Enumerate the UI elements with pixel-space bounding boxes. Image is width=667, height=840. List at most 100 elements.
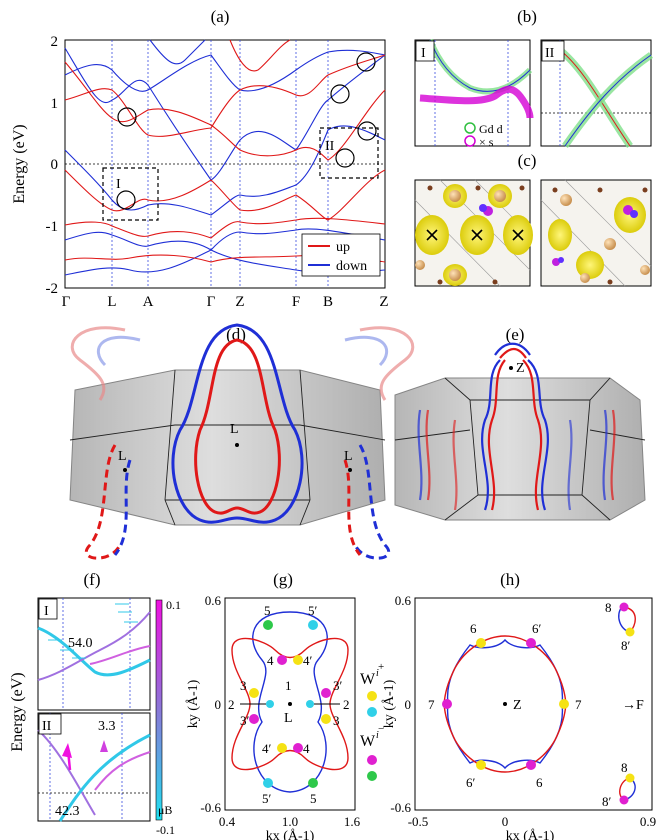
weyl-label: 6 <box>470 621 477 636</box>
ytick: 1 <box>51 96 59 112</box>
band-up <box>229 39 291 72</box>
ytick: -0.6 <box>390 800 411 815</box>
band-plot-a: I II up down 2 1 0 -1 -2 Energy (eV) Γ L… <box>11 34 389 310</box>
panel-label-c: (c) <box>518 151 537 170</box>
weyl-plot-g: 5 5′ 4 4′ 3 3′ 1 2 2 3′ 3 4′ 4 5′ 5 L 0.… <box>185 593 361 840</box>
weyl-label: 3 <box>240 678 247 693</box>
xtick: 1.0 <box>282 814 298 829</box>
legend-down-label: down <box>336 259 367 274</box>
legend-w-plus: W <box>360 671 376 688</box>
crossing-marker <box>117 107 137 127</box>
colorbar: 0.1 -0.1 μB <box>155 598 181 837</box>
weyl-label: 7 <box>428 697 435 712</box>
ytick: -0.6 <box>200 800 221 815</box>
colorbar-max: 0.1 <box>166 598 181 612</box>
kpoint-label: Γ <box>62 294 71 310</box>
xtick: 0 <box>502 814 509 829</box>
ytick: 0 <box>215 697 222 712</box>
bz-solid <box>69 369 386 526</box>
svg-text:+: + <box>378 661 384 673</box>
g-center-label: L <box>284 711 293 726</box>
charge-density-right <box>540 179 652 287</box>
f-y-axis-label: Energy (eV) <box>9 672 26 751</box>
zoom-label-II: II <box>545 46 555 61</box>
weyl-label: 4′ <box>303 653 313 668</box>
band-down <box>64 125 386 216</box>
weyl-points <box>249 620 331 788</box>
ytick: -1 <box>46 219 59 235</box>
colorbar-unit: μB <box>158 803 172 817</box>
weyl-label: 4 <box>303 741 310 756</box>
panel-label-g: (g) <box>273 570 293 589</box>
band-zoom-I: I Gd d × s <box>414 38 534 149</box>
kpoint-label: B <box>323 294 333 310</box>
legend-box <box>301 233 381 277</box>
svg-text:−: − <box>378 723 384 735</box>
svg-text:i: i <box>376 730 379 741</box>
band-down <box>149 39 206 65</box>
weyl-label: 6 <box>536 775 543 790</box>
brillouin-zone-e: Z <box>394 342 646 521</box>
y-axis-label: Energy (eV) <box>11 124 28 203</box>
crossing-marker <box>116 190 136 210</box>
gd-d-weight <box>427 38 533 95</box>
xtick: 0.4 <box>219 814 236 829</box>
panel-label-f: (f) <box>84 570 101 589</box>
panel-label-b: (b) <box>517 7 537 26</box>
xtick: -0.5 <box>408 814 429 829</box>
legend-s-marker <box>464 135 476 147</box>
box-label-I: I <box>116 177 121 192</box>
kpoint-L: L <box>344 449 353 464</box>
weyl-label: 2 <box>228 697 235 712</box>
band-down <box>64 49 386 92</box>
weyl-label: 3 <box>333 713 340 728</box>
g-y-axis-label: ky (Å-1) <box>185 679 201 728</box>
kpoint-label: F <box>292 294 300 310</box>
ytick: 0.6 <box>205 593 222 608</box>
crossing-marker <box>330 84 350 104</box>
band-zoom-II: II <box>540 39 653 148</box>
weyl-label: 4′ <box>262 741 272 756</box>
kpoint-label: Z <box>235 294 244 310</box>
g-x-axis-label: kx (Å-1) <box>266 828 315 840</box>
fermi-contour-down <box>446 638 564 770</box>
weyl-legend: W i + W i − <box>360 661 384 781</box>
weyl-label: 8 <box>621 760 628 775</box>
crossing-marker <box>357 121 377 141</box>
band-up <box>64 54 386 137</box>
band-up <box>64 61 386 161</box>
box-label-II: II <box>325 139 335 154</box>
ytick: 2 <box>51 34 59 50</box>
weyl-label: 7 <box>575 697 582 712</box>
kpoint-label: Z <box>379 294 388 310</box>
kpoint-L: L <box>118 449 127 464</box>
f-value-54: 54.0 <box>68 636 93 651</box>
legend-gd-label: Gd d <box>479 122 503 136</box>
band-up <box>64 169 386 221</box>
weyl-label: 6′ <box>466 775 476 790</box>
legend-w-minus: W <box>360 733 376 750</box>
h-x-axis-label: kx (Å-1) <box>506 828 555 840</box>
spin-texture-I: I 54.0 <box>37 597 151 711</box>
fermi-contour-down <box>252 611 328 793</box>
zoom-label-I: I <box>421 46 426 61</box>
weyl-plot-h: Z 6 6′ 7 7 6′ 6 8 8′ 8 8′ →F 0.6 0 -0.6 … <box>381 593 656 840</box>
f-value-42-3: 42.3 <box>55 804 80 819</box>
weyl-label: 3′ <box>333 678 343 693</box>
f-sub-label-I: I <box>44 604 49 619</box>
f-value-3-3: 3.3 <box>98 719 116 734</box>
weyl-label: 6′ <box>532 621 542 636</box>
ytick: -2 <box>46 281 59 297</box>
panel-label-h: (h) <box>500 570 520 589</box>
weyl-label: 8′ <box>602 794 612 809</box>
xtick: 1.6 <box>344 814 361 829</box>
charge-density-left <box>414 179 533 287</box>
ytick: 0 <box>405 697 412 712</box>
brillouin-zone-d: L L L <box>69 323 415 560</box>
fermi-surface-up <box>194 338 281 515</box>
h-center-label: Z <box>513 698 522 713</box>
weyl-label: 5 <box>264 603 271 618</box>
xtick: 0.9 <box>640 814 656 829</box>
ytick: 0.6 <box>395 593 412 608</box>
band-down <box>64 47 386 181</box>
